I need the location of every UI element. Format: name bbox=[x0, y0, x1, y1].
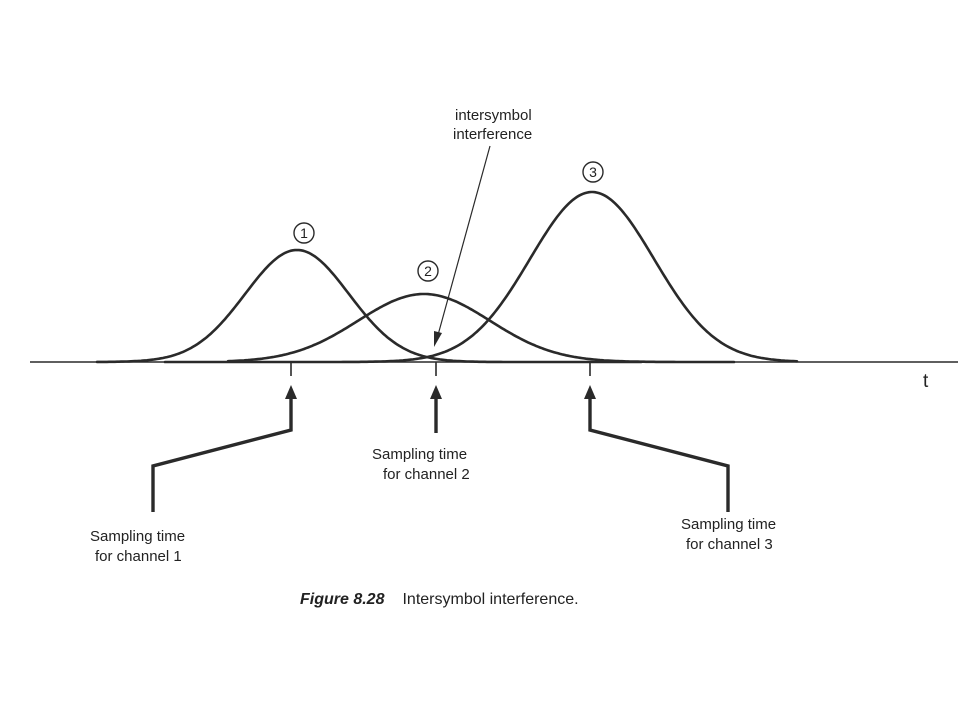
pulse-marker-3: 3 bbox=[582, 161, 604, 183]
sampling-label-1-line-2: for channel 1 bbox=[95, 548, 182, 565]
time-axis-label: t bbox=[923, 371, 929, 392]
sampling-label-1-line-1: Sampling time bbox=[90, 528, 185, 545]
pulse-curve-2 bbox=[226, 292, 736, 364]
figure-caption: Figure 8.28 Intersymbol interference. bbox=[300, 591, 579, 609]
sampling-pointer-2 bbox=[430, 385, 442, 433]
pulse-curve-1 bbox=[95, 248, 643, 364]
pulse-marker-3-text: 3 bbox=[589, 164, 597, 180]
sampling-label-3-line-2: for channel 3 bbox=[686, 536, 773, 553]
figure-number: Figure 8.28 bbox=[300, 591, 385, 608]
pulse-marker-1-text: 1 bbox=[300, 225, 308, 241]
sampling-label-3-line-1: Sampling time bbox=[681, 516, 776, 533]
pulse-marker-1: 1 bbox=[293, 222, 315, 244]
figure-caption-text: Intersymbol interference. bbox=[402, 591, 579, 608]
pulse-curves bbox=[95, 190, 799, 364]
annotation-leader bbox=[437, 145, 491, 336]
annotation-line-2: interference bbox=[453, 126, 532, 143]
annotation-arrowhead bbox=[434, 331, 442, 347]
pulse-curve-3 bbox=[163, 190, 799, 364]
pulse-marker-2: 2 bbox=[417, 260, 439, 282]
sampling-label-2-line-1: Sampling time bbox=[372, 446, 467, 463]
annotation-line-1: intersymbol bbox=[455, 107, 532, 124]
pulse-marker-2-text: 2 bbox=[424, 263, 432, 279]
sampling-pointer-1 bbox=[151, 385, 297, 512]
sampling-label-2-line-2: for channel 2 bbox=[383, 466, 470, 483]
sampling-pointer-3 bbox=[584, 385, 730, 512]
